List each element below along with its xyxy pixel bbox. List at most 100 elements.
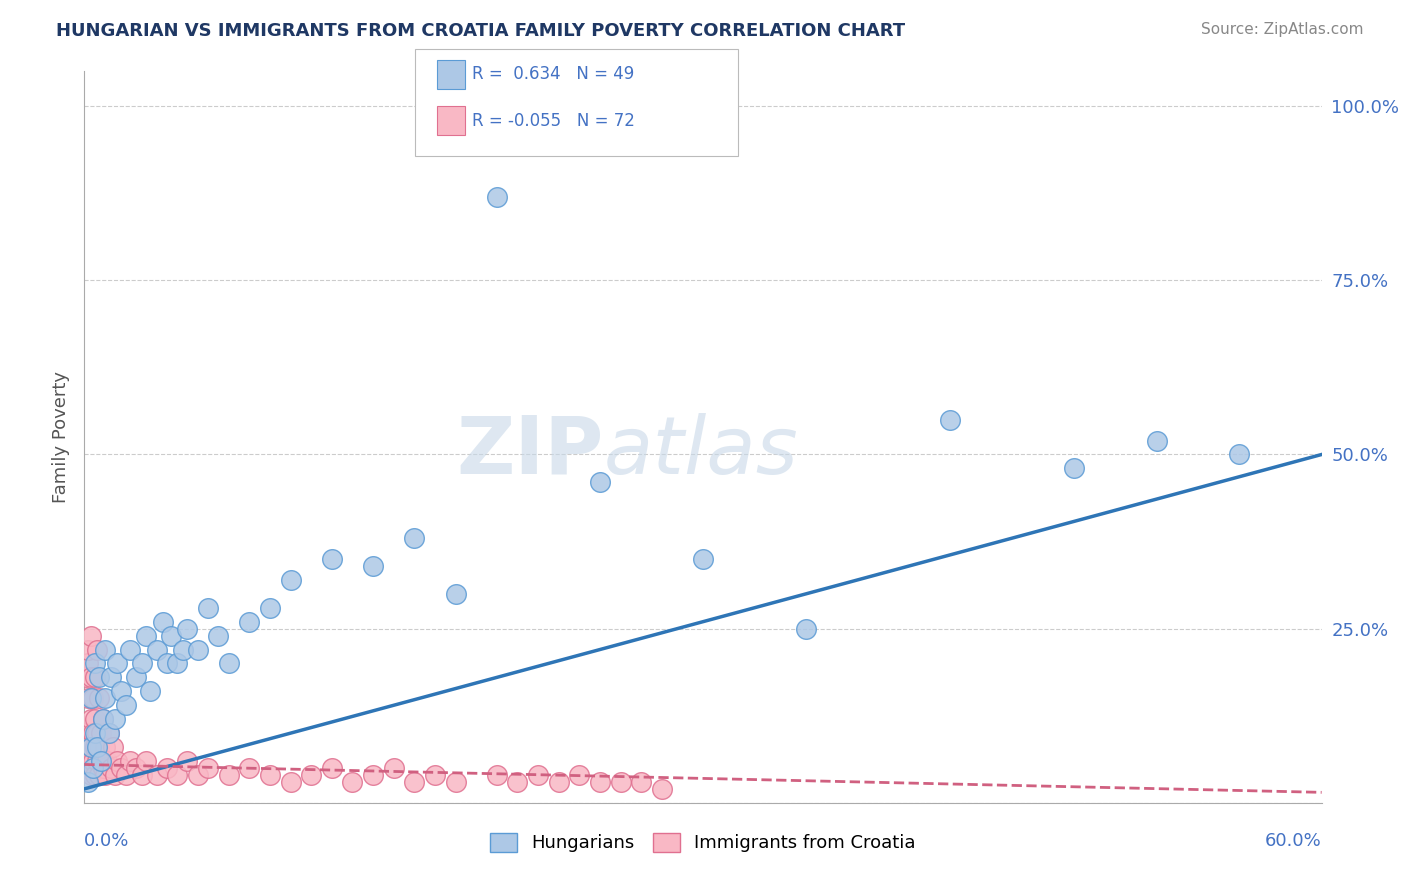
Point [361,558,384,573]
Point [166,768,188,782]
Point [651,781,673,796]
Point [75,726,97,740]
Point [176,754,198,768]
Point [176,622,198,636]
Point [110,761,132,775]
Text: Source: ZipAtlas.com: Source: ZipAtlas.com [1201,22,1364,37]
Point [86,642,108,657]
Point [630,775,652,789]
Point [82,754,104,768]
Point [172,642,194,657]
Point [131,657,153,671]
Point [160,629,183,643]
Point [86,754,108,768]
Point [118,754,141,768]
Point [98,726,121,740]
Point [110,684,132,698]
Point [82,761,104,775]
Text: 0.0%: 0.0% [84,832,129,850]
Point [94,740,117,755]
Point [166,657,188,671]
Point [83,712,105,726]
Point [794,622,817,636]
Point [1146,434,1168,448]
Point [86,740,108,755]
Point [609,775,631,789]
Point [692,552,714,566]
Point [1227,448,1250,462]
Point [77,657,100,671]
Point [83,670,105,684]
Point [90,754,112,768]
Legend: Hungarians, Immigrants from Croatia: Hungarians, Immigrants from Croatia [482,826,924,860]
Point [299,768,322,782]
Point [105,657,128,671]
Point [131,768,153,782]
Point [86,726,108,740]
Point [187,642,209,657]
Point [506,775,529,789]
Point [238,615,260,629]
Point [382,761,405,775]
Point [87,768,110,782]
Point [79,629,101,643]
Point [259,768,281,782]
Point [139,684,162,698]
Point [280,573,302,587]
Point [79,768,101,782]
Point [98,726,121,740]
Point [90,754,112,768]
Point [87,691,110,706]
Point [259,600,281,615]
Point [82,691,104,706]
Point [238,761,260,775]
Point [321,761,343,775]
Point [527,768,550,782]
Point [79,740,101,755]
Point [125,670,148,684]
Point [83,740,105,755]
Point [444,587,467,601]
Point [77,775,100,789]
Point [91,712,114,726]
Text: R =  0.634   N = 49: R = 0.634 N = 49 [472,65,634,84]
Point [83,768,105,782]
Point [103,740,125,755]
Point [361,768,384,782]
Point [152,615,174,629]
Text: ZIP: ZIP [457,413,605,491]
Point [79,712,101,726]
Point [135,629,157,643]
Point [90,726,112,740]
Point [94,768,117,782]
Point [207,629,229,643]
Point [135,754,157,768]
Point [77,740,100,755]
Point [145,768,167,782]
Point [423,768,446,782]
Point [87,670,110,684]
Point [187,768,209,782]
Point [94,642,117,657]
Point [342,775,364,789]
Point [589,475,612,490]
Point [485,768,508,782]
Point [404,531,426,545]
Point [568,768,591,782]
Point [1063,461,1085,475]
Point [218,657,240,671]
Point [77,642,100,657]
Point [156,657,179,671]
Point [82,761,104,775]
Point [197,600,219,615]
Point [91,761,114,775]
Point [589,775,612,789]
Point [485,190,508,204]
Point [79,740,101,755]
Point [83,657,105,671]
Point [87,740,110,755]
Point [100,761,122,775]
Point [104,712,127,726]
Point [125,761,148,775]
Point [939,412,962,426]
